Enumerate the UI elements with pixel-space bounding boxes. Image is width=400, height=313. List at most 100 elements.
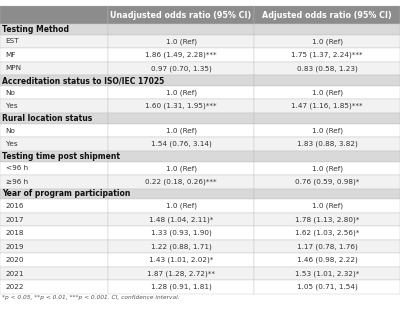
Bar [108,175,254,188]
Bar [0,175,108,188]
Text: 1.43 (1.01, 2.02)*: 1.43 (1.01, 2.02)* [149,257,213,263]
Bar [254,75,400,86]
Bar [0,226,108,240]
Bar [0,280,108,294]
Bar [0,113,108,124]
Bar [0,162,108,175]
Bar [0,213,108,226]
Text: 1.46 (0.98, 2.22): 1.46 (0.98, 2.22) [297,257,357,263]
Bar [0,188,108,199]
Bar [108,267,254,280]
Bar [254,240,400,253]
Text: 1.0 (Ref): 1.0 (Ref) [166,165,196,172]
Text: 1.53 (1.01, 2.32)*: 1.53 (1.01, 2.32)* [295,270,359,277]
Text: 0.83 (0.58, 1.23): 0.83 (0.58, 1.23) [297,65,357,72]
Text: 2018: 2018 [6,230,24,236]
Bar [0,6,108,24]
Bar [254,113,400,124]
Bar [0,75,108,86]
Bar [254,151,400,162]
Bar [0,267,108,280]
Bar [254,100,400,113]
Text: MF: MF [6,52,16,58]
Bar [0,124,108,137]
Text: No: No [6,127,16,134]
Text: 1.0 (Ref): 1.0 (Ref) [312,165,342,172]
Text: 1.62 (1.03, 2.56)*: 1.62 (1.03, 2.56)* [295,230,359,236]
Bar [254,6,400,24]
Text: 1.22 (0.88, 1.71): 1.22 (0.88, 1.71) [151,243,211,250]
Bar [108,162,254,175]
Bar [0,199,108,213]
Bar [0,35,108,48]
Bar [108,199,254,213]
Text: 1.0 (Ref): 1.0 (Ref) [166,203,196,209]
Bar [254,213,400,226]
Bar [0,24,108,35]
Bar [108,188,254,199]
Bar [254,267,400,280]
Text: 1.0 (Ref): 1.0 (Ref) [166,127,196,134]
Bar [0,86,108,100]
Bar [108,86,254,100]
Bar [108,213,254,226]
Text: EST: EST [6,38,19,44]
Bar [254,199,400,213]
Text: 1.75 (1.37, 2.24)***: 1.75 (1.37, 2.24)*** [291,52,363,58]
Text: 1.78 (1.13, 2.80)*: 1.78 (1.13, 2.80)* [295,216,359,223]
Text: 1.0 (Ref): 1.0 (Ref) [312,38,342,45]
Text: 2017: 2017 [6,217,24,223]
Text: 1.17 (0.78, 1.76): 1.17 (0.78, 1.76) [297,243,357,250]
Text: No: No [6,90,16,96]
Bar [254,48,400,62]
Bar [254,137,400,151]
Bar [254,253,400,267]
Bar [254,280,400,294]
Bar [108,253,254,267]
Text: Adjusted odds ratio (95% CI): Adjusted odds ratio (95% CI) [262,11,392,20]
Bar [108,100,254,113]
Text: 1.86 (1.49, 2.28)***: 1.86 (1.49, 2.28)*** [145,52,217,58]
Bar [108,75,254,86]
Bar [254,86,400,100]
Bar [0,137,108,151]
Bar [254,175,400,188]
Text: 1.87 (1.28, 2.72)**: 1.87 (1.28, 2.72)** [147,270,215,277]
Bar [108,35,254,48]
Bar [254,188,400,199]
Bar [108,62,254,75]
Text: Testing Method: Testing Method [2,25,70,34]
Text: 0.97 (0.70, 1.35): 0.97 (0.70, 1.35) [151,65,211,72]
Text: 1.28 (0.91, 1.81): 1.28 (0.91, 1.81) [151,284,211,290]
Text: 2021: 2021 [6,270,24,277]
Bar [0,62,108,75]
Bar [108,137,254,151]
Text: 1.05 (0.71, 1.54): 1.05 (0.71, 1.54) [297,284,357,290]
Text: Rural location status: Rural location status [2,114,93,123]
Bar [108,6,254,24]
Text: 1.48 (1.04, 2.11)*: 1.48 (1.04, 2.11)* [149,216,213,223]
Text: 2022: 2022 [6,284,24,290]
Bar [108,113,254,124]
Text: 1.0 (Ref): 1.0 (Ref) [312,90,342,96]
Text: Year of program participation: Year of program participation [2,189,131,198]
Bar [254,226,400,240]
Text: Testing time post shipment: Testing time post shipment [2,152,120,161]
Text: 1.54 (0.76, 3.14): 1.54 (0.76, 3.14) [151,141,211,147]
Text: 1.47 (1.16, 1.85)***: 1.47 (1.16, 1.85)*** [291,103,363,110]
Bar [0,151,108,162]
Bar [108,240,254,253]
Text: 1.0 (Ref): 1.0 (Ref) [312,203,342,209]
Bar [254,24,400,35]
Bar [108,124,254,137]
Bar [108,280,254,294]
Text: Yes: Yes [6,103,17,109]
Bar [0,253,108,267]
Text: *p < 0.05, **p < 0.01, ***p < 0.001. CI, confidence interval.: *p < 0.05, **p < 0.01, ***p < 0.001. CI,… [2,295,180,300]
Text: MPN: MPN [6,65,22,71]
Bar [254,124,400,137]
Text: <96 h: <96 h [6,165,28,171]
Text: 2019: 2019 [6,244,24,249]
Bar [0,240,108,253]
Text: 0.22 (0.18, 0.26)***: 0.22 (0.18, 0.26)*** [145,178,217,185]
